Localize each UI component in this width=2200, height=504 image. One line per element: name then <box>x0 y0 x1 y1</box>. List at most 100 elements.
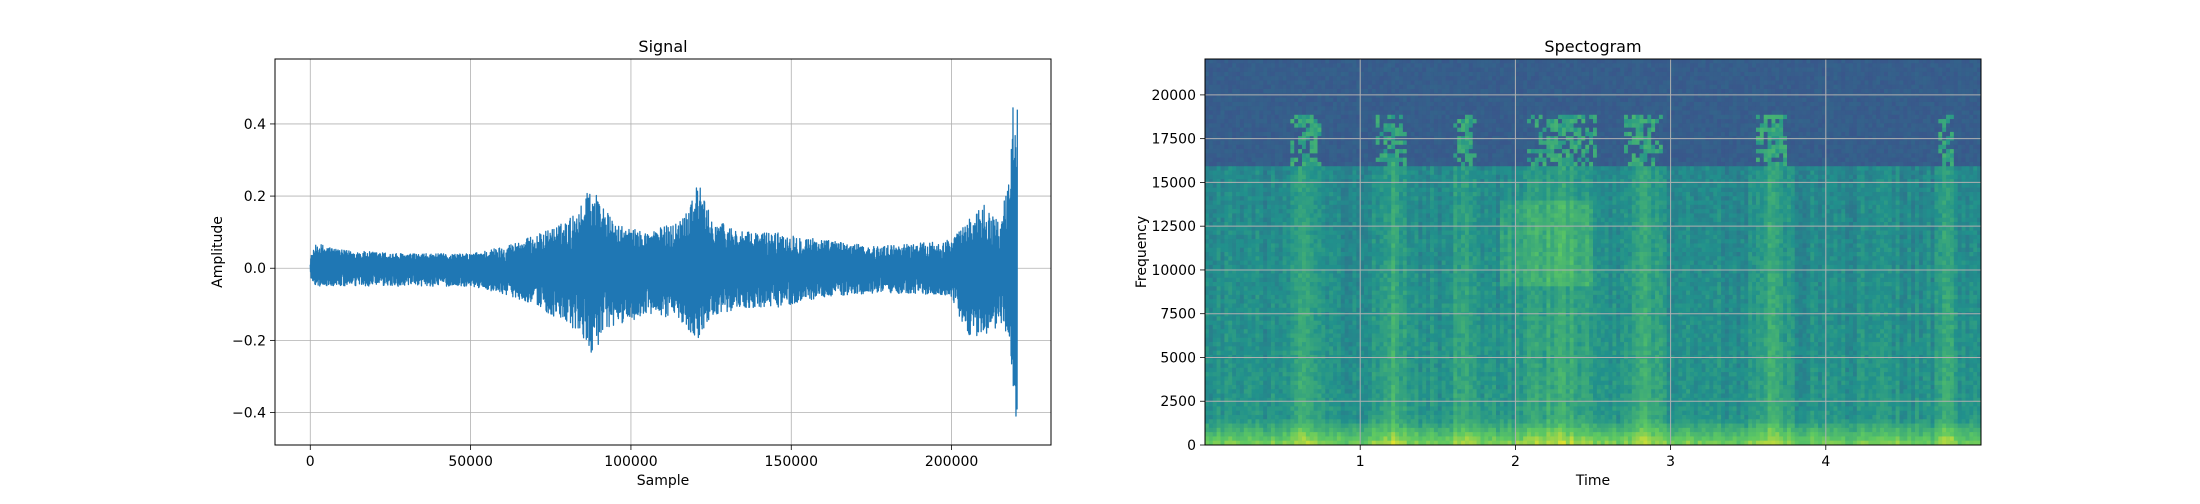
spectrogram-cell <box>1209 248 1213 253</box>
spectrogram-cell <box>1349 76 1353 81</box>
spectrogram-cell <box>1399 316 1403 321</box>
spectrogram-cell <box>1403 291 1407 296</box>
spectrogram-cell <box>1286 291 1290 296</box>
spectrogram-cell <box>1232 76 1236 81</box>
spectrogram-cell <box>1352 419 1356 424</box>
spectrogram-cell <box>1321 63 1325 68</box>
spectrogram-cell <box>1368 110 1372 115</box>
spectrogram-cell <box>1290 218 1294 223</box>
spectrogram-cell <box>1395 295 1399 300</box>
spectrogram-cell <box>1325 368 1329 373</box>
spectrogram-cell <box>1403 72 1407 77</box>
spectrogram-cell <box>1415 205 1419 210</box>
spectrogram-cell <box>1325 419 1329 424</box>
spectrogram-cell <box>1248 419 1252 424</box>
spectrogram-cell <box>1263 76 1267 81</box>
spectrogram-cell <box>1302 85 1306 90</box>
spectrogram-cell <box>1376 102 1380 107</box>
spectrogram-cell <box>1255 346 1259 351</box>
spectrogram-cell <box>1279 98 1283 103</box>
spectrogram-cell <box>1209 359 1213 364</box>
spectrogram-cell <box>1399 76 1403 81</box>
spectrogram-cell <box>1387 385 1391 390</box>
spectrogram-cell <box>1221 201 1225 206</box>
spectrogram-cell <box>1318 256 1322 261</box>
spectrogram-cell <box>1306 231 1310 236</box>
spectrogram-cell <box>1341 85 1345 90</box>
spectrogram-cell <box>1213 291 1217 296</box>
spectrogram-cell <box>1318 93 1322 98</box>
spectrogram-cell <box>1217 428 1221 433</box>
spectrogram-cell <box>1228 381 1232 386</box>
spectrogram-cell <box>1391 171 1395 176</box>
spectrogram-cell <box>1283 312 1287 317</box>
spectrogram-cell <box>1383 68 1387 73</box>
spectrogram-cell <box>1252 63 1256 68</box>
spectrogram-cell <box>1275 93 1279 98</box>
spectrogram-cell <box>1368 346 1372 351</box>
spectrogram-cell <box>1329 235 1333 240</box>
spectrogram-cell <box>1403 342 1407 347</box>
spectrogram-cell <box>1391 372 1395 377</box>
spectrogram-cell <box>1283 243 1287 248</box>
spectrogram-cell <box>1232 252 1236 257</box>
spectrogram-cell <box>1399 192 1403 197</box>
spectrogram-cell <box>1228 316 1232 321</box>
spectrogram-cell <box>1345 196 1349 201</box>
spectrogram-cell <box>1411 110 1415 115</box>
spectrogram-cell <box>1352 140 1356 145</box>
spectrogram-cell <box>1368 248 1372 253</box>
spectrogram-cell <box>1349 368 1353 373</box>
spectrogram-cell <box>1213 132 1217 137</box>
spectrogram-cell <box>1228 351 1232 356</box>
spectrogram-cell <box>1232 110 1236 115</box>
spectrogram-cell <box>1267 252 1271 257</box>
spectrogram-cell <box>1411 226 1415 231</box>
spectrogram-cell <box>1341 282 1345 287</box>
spectrogram-cell <box>1321 273 1325 278</box>
spectrogram-cell <box>1345 402 1349 407</box>
spectrogram-cell <box>1213 115 1217 120</box>
spectrogram-cell <box>1399 398 1403 403</box>
spectrogram-cell <box>1314 359 1318 364</box>
spectrogram-cell <box>1407 89 1411 94</box>
spectrogram-cell <box>1352 226 1356 231</box>
spectrogram-cell <box>1294 351 1298 356</box>
spectrogram-cell <box>1337 398 1341 403</box>
spectrogram-cell <box>1415 282 1419 287</box>
spectrogram-cell <box>1252 226 1256 231</box>
spectrogram-cell <box>1228 239 1232 244</box>
spectrogram-cell <box>1255 419 1259 424</box>
spectrogram-cell <box>1267 166 1271 171</box>
spectrogram-cell <box>1403 175 1407 180</box>
spectrogram-cell <box>1244 85 1248 90</box>
spectrogram-cell <box>1224 196 1228 201</box>
spectrogram-cell <box>1310 128 1314 133</box>
spectrogram-cell <box>1271 303 1275 308</box>
spectrogram-cell <box>1217 278 1221 283</box>
spectrogram-cell <box>1352 192 1356 197</box>
spectrogram-cell <box>1360 282 1364 287</box>
spectrogram-cell <box>1325 402 1329 407</box>
spectrogram-cell <box>1298 351 1302 356</box>
spectrogram-cell <box>1228 359 1232 364</box>
spectrogram-cell <box>1329 368 1333 373</box>
spectrogram-cell <box>1310 385 1314 390</box>
spectrogram-cell <box>1407 239 1411 244</box>
spectrogram-cell <box>1352 183 1356 188</box>
spectrogram-cell <box>1333 286 1337 291</box>
spectrogram-cell <box>1407 132 1411 137</box>
spectrogram-cell <box>1290 162 1294 167</box>
spectrogram-cell <box>1407 179 1411 184</box>
spectrogram-cell <box>1267 179 1271 184</box>
spectrogram-cell <box>1387 394 1391 399</box>
spectrogram-cell <box>1380 123 1384 128</box>
spectrogram-cell <box>1244 372 1248 377</box>
spectrogram-cell <box>1224 364 1228 369</box>
spectrogram-cell <box>1224 329 1228 334</box>
spectrogram-cell <box>1321 80 1325 85</box>
spectrogram-cell <box>1213 308 1217 313</box>
spectrogram-cell <box>1221 209 1225 214</box>
spectrogram-cell <box>1383 372 1387 377</box>
